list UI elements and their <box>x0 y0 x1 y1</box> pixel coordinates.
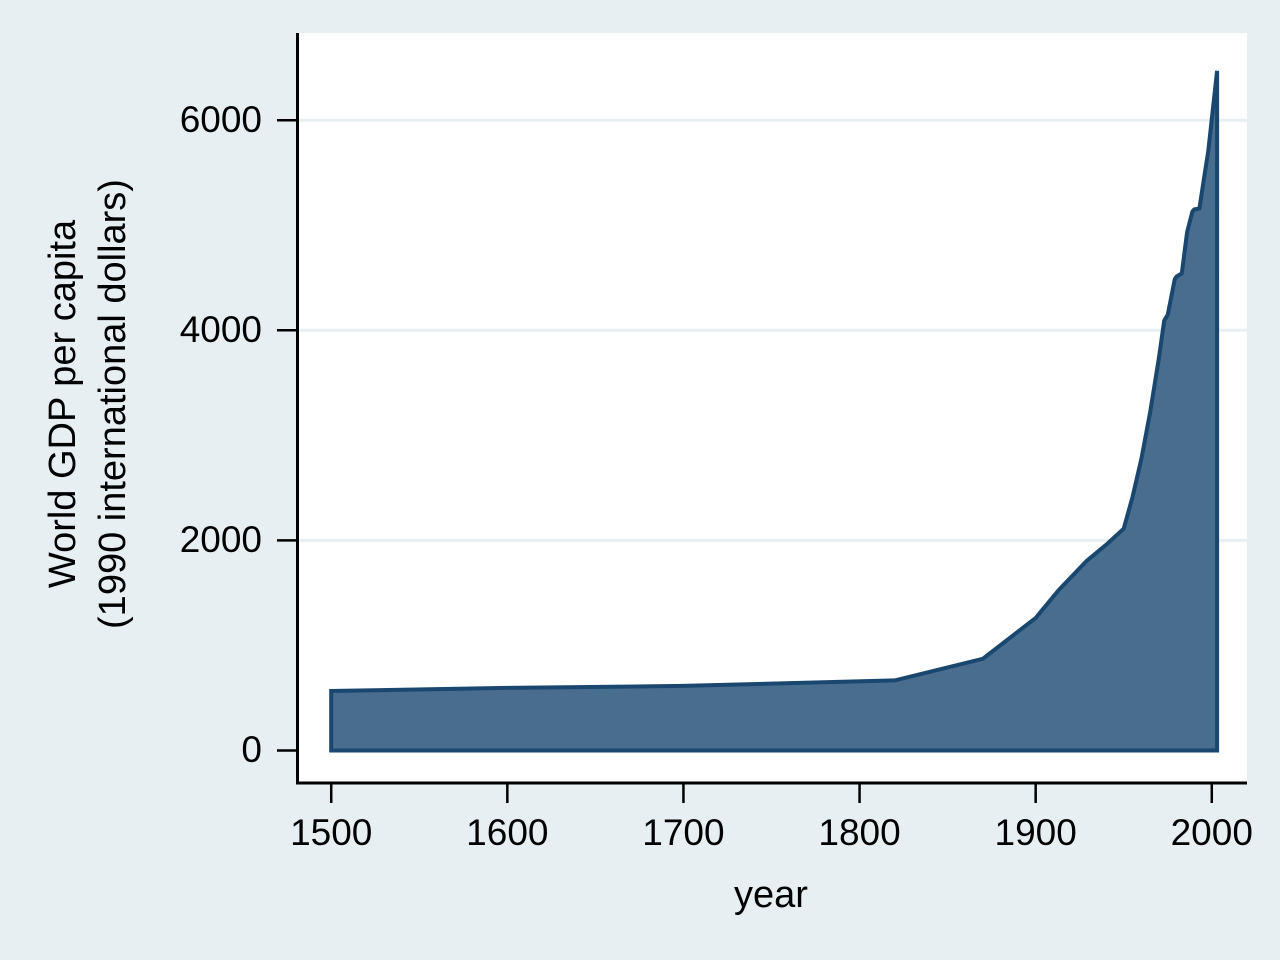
y-tick-label: 2000 <box>179 519 262 561</box>
x-tick-label: 1900 <box>994 812 1077 853</box>
y-tick-label: 0 <box>241 729 262 771</box>
x-tick-label: 1500 <box>290 812 373 853</box>
gdp-area-series <box>329 70 1220 753</box>
y-tick-label: 6000 <box>179 99 262 141</box>
x-tick-label: 1700 <box>642 812 725 853</box>
y-tick-label: 4000 <box>179 309 262 351</box>
x-axis-title: year <box>734 874 808 916</box>
y-axis-title-line2: (1990 international dollars) <box>92 179 134 629</box>
y-axis-title-line1: World GDP per capita <box>42 219 84 589</box>
x-tick-label: 2000 <box>1170 812 1253 853</box>
x-tick-label: 1600 <box>466 812 549 853</box>
y-axis-title: World GDP per capita (1990 international… <box>38 179 138 629</box>
x-tick-label: 1800 <box>818 812 901 853</box>
